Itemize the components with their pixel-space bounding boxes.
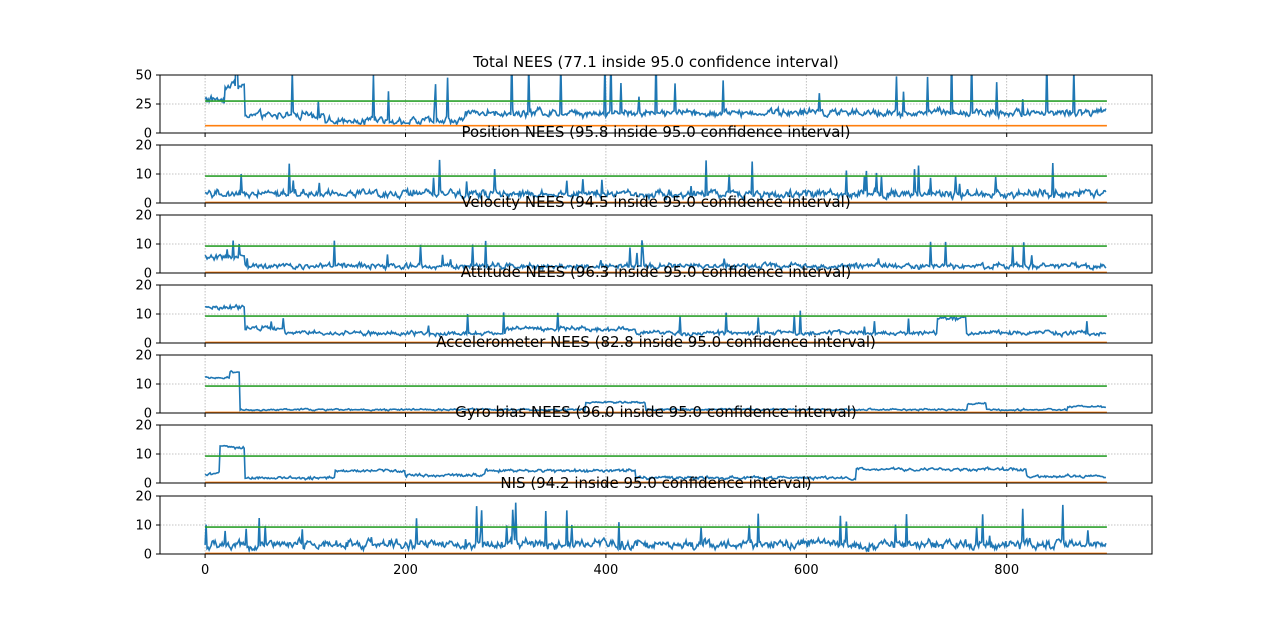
y-tick-label: 25	[135, 98, 152, 113]
y-tick-label: 0	[144, 267, 152, 282]
subplot-2: 0 10 20	[135, 139, 1153, 212]
subplot-title: Velocity NEES (94.5 inside 95.0 confiden…	[461, 193, 850, 211]
y-tick-label: 0	[144, 337, 152, 352]
nees-series-line	[204, 303, 1107, 339]
y-tick-label: 20	[135, 279, 152, 294]
x-tick-label: 200	[393, 563, 418, 578]
y-tick-label: 0	[144, 548, 152, 563]
x-tick-label: 400	[593, 563, 618, 578]
y-tick-label: 10	[135, 519, 152, 534]
subplot-3: 0 10 20	[135, 209, 1153, 282]
subplot-1: 0 25 50	[135, 69, 1153, 142]
y-tick-label: 10	[135, 238, 152, 253]
subplot-title: Total NEES (77.1 inside 95.0 confidence …	[472, 53, 839, 71]
subplot-title: Position NEES (95.8 inside 95.0 confiden…	[462, 123, 851, 141]
nees-series-line	[204, 369, 1106, 413]
subplot-6: 0 10 20	[135, 419, 1153, 492]
y-tick-label: 10	[135, 308, 152, 323]
nees-series-line	[204, 502, 1107, 554]
y-tick-label: 50	[135, 69, 152, 84]
y-tick-label: 10	[135, 448, 152, 463]
y-tick-label: 20	[135, 139, 152, 154]
y-tick-label: 20	[135, 419, 152, 434]
y-tick-label: 20	[135, 490, 152, 505]
subplot-4: 0 10 20	[135, 279, 1153, 352]
nees-series-line	[204, 75, 1107, 127]
nees-series-line	[204, 444, 1107, 482]
x-tick-label: 0	[201, 563, 209, 578]
y-tick-label: 20	[135, 209, 152, 224]
subplot-5: 0 10 20	[135, 349, 1153, 422]
nees-series-line	[204, 159, 1107, 202]
y-tick-label: 20	[135, 349, 152, 364]
subplot-title: Accelerometer NEES (82.8 inside 95.0 con…	[436, 333, 876, 351]
x-tick-label: 600	[794, 563, 819, 578]
y-tick-label: 0	[144, 477, 152, 492]
y-tick-label: 10	[135, 378, 152, 393]
x-tick-label: 800	[994, 563, 1019, 578]
y-tick-label: 0	[144, 407, 152, 422]
subplot-title: NIS (94.2 inside 95.0 confidence interva…	[500, 474, 811, 492]
nees-series-line	[204, 240, 1107, 272]
subplot-title: Gyro bias NEES (96.0 inside 95.0 confide…	[455, 403, 857, 421]
y-tick-label: 0	[144, 197, 152, 212]
y-tick-label: 10	[135, 168, 152, 183]
subplot-title: Attitude NEES (96.3 inside 95.0 confiden…	[461, 263, 852, 281]
y-tick-label: 0	[144, 127, 152, 142]
